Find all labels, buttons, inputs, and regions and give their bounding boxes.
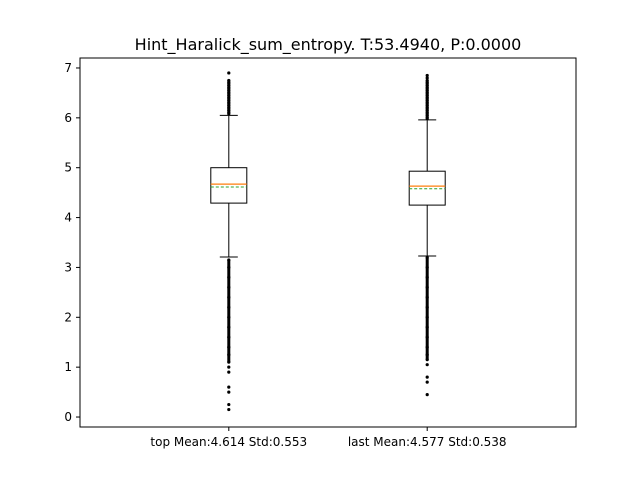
y-tick-label-4: 4	[64, 211, 72, 225]
y-tick-label-0: 0	[64, 410, 72, 424]
box-1-outlier-30	[227, 385, 231, 389]
box-2-outlier-17	[425, 76, 429, 80]
x-tick-label-2: last Mean:4.577 Std:0.538	[348, 435, 507, 449]
box-2-outlier-32	[425, 375, 429, 379]
box-1-outlier-31	[227, 390, 231, 394]
x-tick-label-1: top Mean:4.614 Std:0.553	[150, 435, 307, 449]
y-tick-label-1: 1	[64, 360, 72, 374]
chart-title: Hint_Haralick_sum_entropy. T:53.4940, P:…	[135, 35, 522, 55]
box-2-outlier-34	[425, 392, 429, 397]
box-2-outlier-31	[425, 363, 429, 367]
box-2-outlier-33	[425, 380, 429, 384]
box-1-outlier-33	[227, 407, 231, 412]
axes-frame	[79, 57, 577, 428]
box-2-iqr-box	[408, 170, 446, 206]
box-1-outlier-15	[227, 71, 231, 75]
y-tick-label-7: 7	[64, 61, 72, 75]
y-tick-label-2: 2	[64, 310, 72, 324]
box-1-iqr-box	[210, 167, 248, 204]
y-tick-label-3: 3	[64, 260, 72, 274]
box-1-outlier-32	[227, 402, 231, 407]
box-1-outlier-28	[227, 365, 231, 369]
y-tick-label-5: 5	[64, 161, 72, 175]
box-2-outlier-18	[425, 73, 429, 78]
plot-area: 0 1 2 3 4 5 6 7 top Mean:4.614 Std:0.553 last Mea…	[64, 57, 577, 449]
y-tick-label-6: 6	[64, 111, 72, 125]
box-1-outlier-29	[227, 370, 231, 374]
